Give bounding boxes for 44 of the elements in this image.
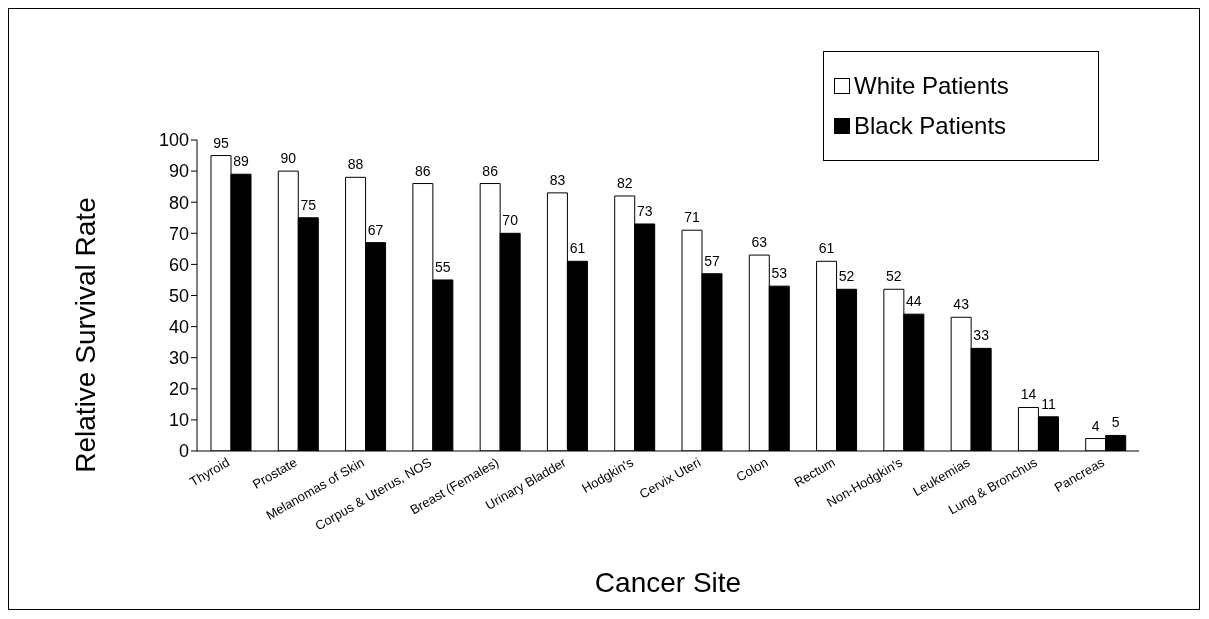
data-label: 14: [1020, 386, 1037, 403]
data-label: 73: [636, 202, 653, 219]
data-label: 63: [751, 234, 768, 251]
y-tick-label: 40: [168, 316, 189, 337]
data-label: 43: [953, 296, 970, 313]
data-label: 57: [704, 252, 720, 269]
data-label: 71: [684, 209, 700, 226]
data-label: 83: [549, 171, 566, 188]
data-label: 4: [1091, 417, 1100, 434]
data-label: 53: [771, 265, 788, 282]
x-axis-title: Cancer Site: [593, 567, 743, 599]
y-tick-label: 60: [168, 254, 189, 275]
data-label: 55: [435, 258, 451, 275]
y-tick-label: 0: [178, 441, 189, 462]
legend-label: Black Patients: [854, 111, 1007, 141]
data-label: 75: [300, 196, 317, 213]
y-tick-label: 30: [168, 348, 189, 369]
data-label: 95: [213, 134, 229, 151]
data-label: 52: [886, 268, 902, 285]
data-label: 89: [233, 153, 249, 170]
x-tick-label: Colon: [733, 454, 771, 485]
y-tick-label: 70: [168, 223, 189, 244]
data-label: 88: [347, 156, 364, 173]
y-tick-label: 100: [158, 130, 189, 151]
legend-label: White Patients: [854, 71, 1009, 101]
y-tick-label: 10: [168, 410, 189, 431]
data-label: 61: [569, 240, 586, 257]
data-label: 61: [818, 240, 835, 257]
data-label: 11: [1041, 395, 1056, 412]
y-tick-label: 80: [168, 192, 189, 213]
data-label: 44: [906, 293, 922, 310]
data-label: 52: [838, 268, 855, 285]
data-label: 67: [367, 221, 384, 238]
data-label: 86: [482, 162, 499, 179]
y-tick-label: 20: [168, 379, 189, 400]
y-tick-label: 50: [168, 285, 189, 306]
data-label: 82: [616, 174, 633, 191]
data-label: 86: [415, 162, 431, 179]
data-label: 5: [1111, 414, 1120, 431]
data-label: 70: [502, 212, 519, 229]
y-tick-label: 90: [168, 161, 189, 182]
data-label: 33: [973, 327, 990, 344]
y-axis-title: Relative Survival Rate: [69, 196, 102, 475]
data-label: 90: [280, 150, 297, 167]
